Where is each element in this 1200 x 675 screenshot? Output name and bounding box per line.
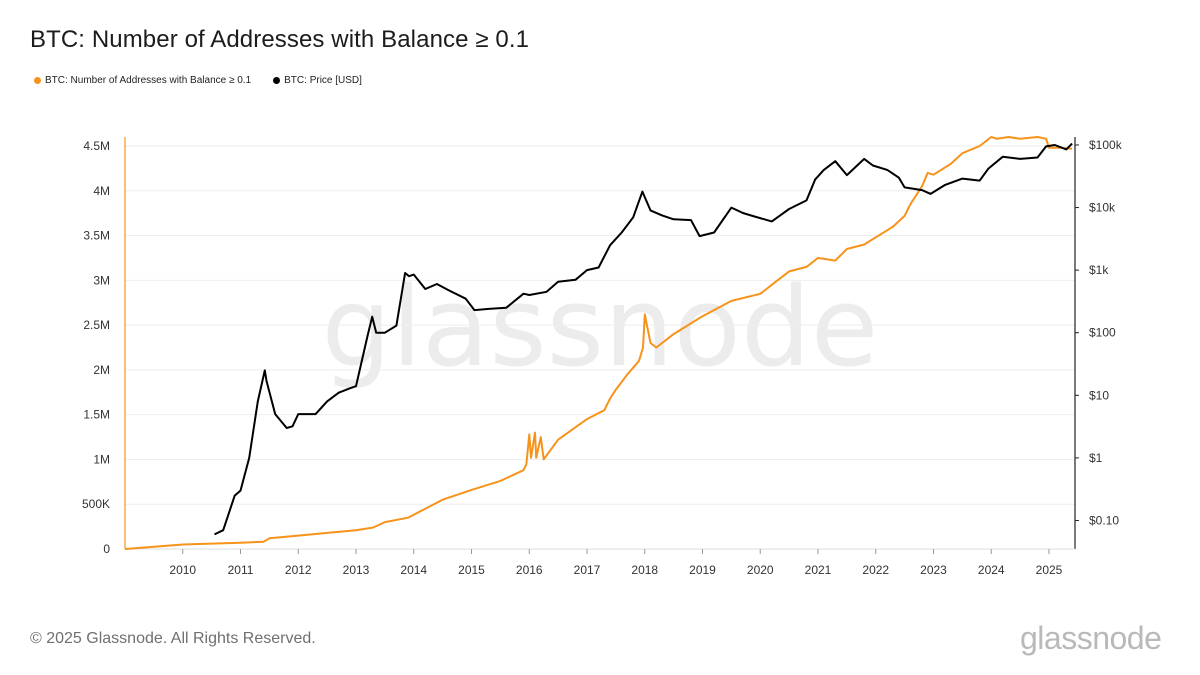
x-tick-label: 2011	[228, 563, 254, 577]
y-tick-label-right: $0.10	[1089, 513, 1119, 527]
x-tick-label: 2013	[343, 563, 370, 577]
y-tick-label-right: $10k	[1089, 201, 1116, 215]
series-line-price	[214, 142, 1073, 536]
y-tick-label-right: $1k	[1089, 263, 1109, 277]
copyright-footer: © 2025 Glassnode. All Rights Reserved.	[30, 630, 316, 647]
x-tick-label: 2020	[747, 563, 774, 577]
y-tick-label-right: $100	[1089, 326, 1116, 340]
x-tick-label: 2021	[805, 563, 832, 577]
x-tick-label: 2025	[1036, 563, 1063, 577]
x-tick-label: 2010	[169, 563, 196, 577]
legend-label-price: BTC: Price [USD]	[284, 75, 362, 86]
legend-marker-price	[273, 77, 281, 84]
watermark-text: glassnode	[322, 263, 879, 391]
x-tick-label: 2016	[516, 563, 543, 577]
y-tick-label-left: 1.5M	[83, 408, 110, 422]
y-tick-label-left: 3M	[93, 273, 110, 287]
x-tick-label: 2022	[862, 563, 889, 577]
x-tick-label: 2015	[458, 563, 485, 577]
y-tick-label-left: 4.5M	[83, 139, 110, 153]
y-tick-label-left: 4M	[93, 184, 110, 198]
y-tick-label-left: 2.5M	[83, 318, 110, 332]
x-tick-label: 2014	[400, 563, 427, 577]
y-tick-label-left: 500K	[82, 497, 110, 511]
y-tick-label-left: 0	[103, 542, 110, 556]
x-tick-label: 2024	[978, 563, 1005, 577]
y-tick-label-right: $1	[1089, 451, 1103, 465]
glassnode-logo: glassnode	[1020, 620, 1162, 656]
y-tick-label-right: $100k	[1089, 138, 1123, 152]
y-tick-label-left: 3.5M	[83, 229, 110, 243]
chart-title: BTC: Number of Addresses with Balance ≥ …	[30, 26, 530, 53]
y-tick-label-left: 2M	[93, 363, 110, 377]
series-line-addresses	[124, 136, 1073, 550]
x-tick-label: 2023	[920, 563, 947, 577]
legend: BTC: Number of Addresses with Balance ≥ …	[34, 75, 362, 86]
legend-item-price[interactable]: BTC: Price [USD]	[273, 75, 362, 86]
y-tick-label-right: $10	[1089, 388, 1109, 402]
x-tick-label: 2019	[689, 563, 716, 577]
x-tick-label: 2012	[285, 563, 312, 577]
legend-marker-addresses	[34, 77, 41, 84]
x-tick-label: 2017	[574, 563, 601, 577]
legend-label-addresses: BTC: Number of Addresses with Balance ≥ …	[45, 75, 252, 86]
legend-item-addresses[interactable]: BTC: Number of Addresses with Balance ≥ …	[34, 75, 251, 86]
x-tick-label: 2018	[631, 563, 658, 577]
y-tick-label-left: 1M	[93, 452, 110, 466]
